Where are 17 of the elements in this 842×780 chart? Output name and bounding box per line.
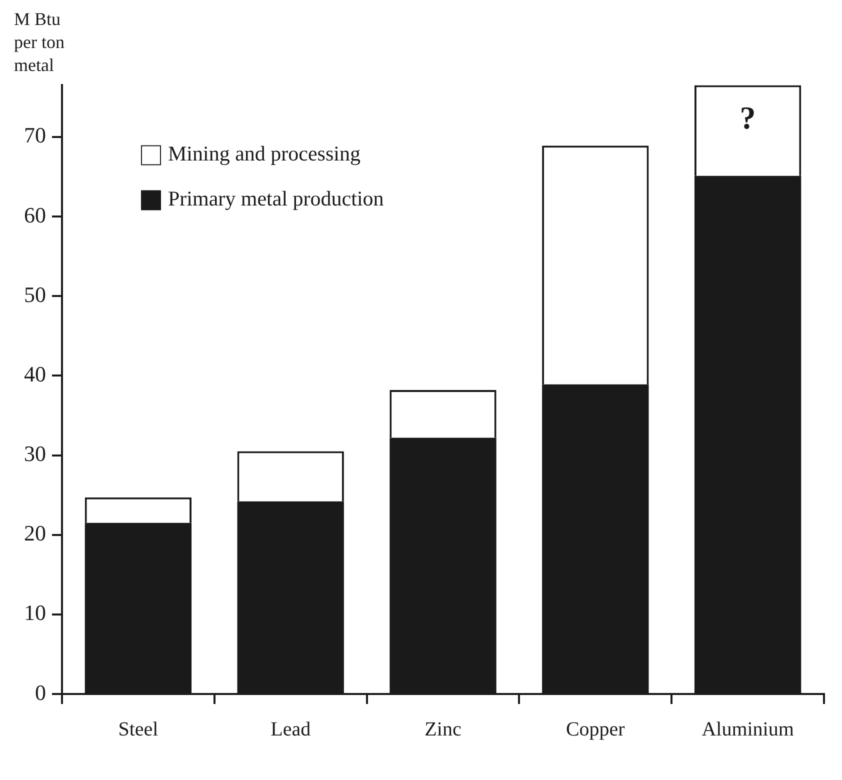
x-tick-label: Copper bbox=[566, 718, 626, 740]
y-tick-label: 20 bbox=[24, 520, 46, 546]
annotation: ? bbox=[740, 99, 756, 136]
y-tick-label: 70 bbox=[24, 122, 46, 148]
y-tick-label: 0 bbox=[35, 680, 46, 705]
y-tick-label: 30 bbox=[24, 441, 46, 466]
y-tick-label: 50 bbox=[24, 282, 46, 307]
y-tick-label: 40 bbox=[24, 361, 46, 386]
x-tick-label: Zinc bbox=[424, 718, 462, 740]
y-axis-title: M Btu per ton metal bbox=[14, 8, 66, 77]
legend-label: Mining and processing bbox=[168, 142, 361, 166]
y-tick-label: 10 bbox=[24, 600, 46, 626]
x-tick-label: Steel bbox=[118, 718, 159, 740]
legend-label: Primary metal production bbox=[168, 186, 384, 211]
x-tick-label: Aluminium bbox=[702, 718, 794, 740]
y-tick-label: 60 bbox=[24, 202, 46, 228]
x-tick-label: Lead bbox=[270, 718, 311, 740]
